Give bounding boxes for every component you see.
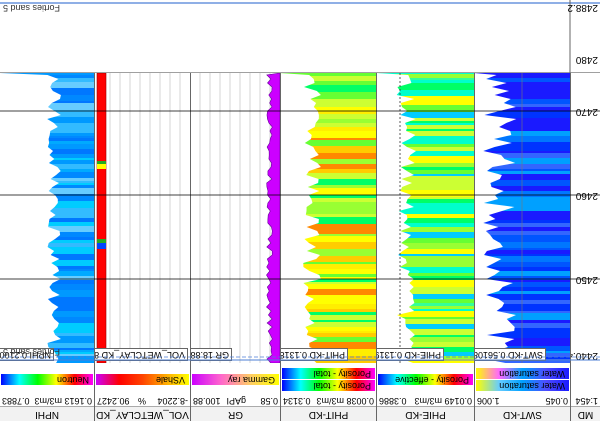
vol-min: -8.2204 <box>157 396 188 406</box>
header-phie[interactable]: PHIE-KD 0.0149 m3/m3 0.3886 Porosity - ef… <box>376 363 474 421</box>
phie-header-label: PHIE-KD <box>377 406 474 421</box>
vol-colorbar: VShale <box>96 374 189 385</box>
vol-header-label: VOL_WETCLAY_KD <box>95 406 190 421</box>
track-header-panel: MD 1:454 SWT-KD 0.045 1.006 Water saturat… <box>0 362 600 421</box>
phit-readout: PHIT-KD 0.1318 <box>280 348 348 361</box>
vol-curve-svg <box>96 73 181 363</box>
log-plot-area: 2440.4 2450 2460 2470 SWT-KD 0.56108 P <box>0 0 600 363</box>
vol-max: 90.2427 <box>97 396 130 406</box>
gr-unit: gAPI <box>226 396 246 406</box>
swt-min: 0.045 <box>545 396 568 406</box>
depth-tick-2460: 2460 <box>575 190 598 201</box>
phie-colorbar: Porosity - effective <box>378 374 473 385</box>
nphi-max: 0.7883 <box>2 396 30 406</box>
depth-tick-2470: 2470 <box>575 106 598 117</box>
phie-curve-svg <box>376 73 474 363</box>
swt-colorbar-2: Water saturation <box>476 368 569 379</box>
depth-tick-2480: 2480 <box>575 54 598 65</box>
swt-curve-svg <box>474 73 570 363</box>
phit-colorbar-1: Porosity - total <box>282 380 375 391</box>
swt-header-label: SWT-KD <box>475 406 570 421</box>
phie-max: 0.3886 <box>379 396 407 406</box>
header-swt[interactable]: SWT-KD 0.045 1.006 Water saturation Water… <box>474 363 570 421</box>
depth-bottom-label: 2488.2 <box>567 2 598 13</box>
footer-gridlines <box>0 0 600 73</box>
swt-track[interactable]: SWT-KD 0.56108 <box>474 73 570 363</box>
header-gr[interactable]: GR 0.58 100.88 gAPI Gamma ray <box>190 363 280 421</box>
depth-top-label: 2440.4 <box>570 350 598 361</box>
vol-readout: VOL_WETCLAY_KD 88.8 <box>94 348 188 361</box>
plot-footer: 2488.2 2480 Forties sand 5 <box>0 0 600 73</box>
header-phit[interactable]: PHIT-KD 0.0038 m3/m3 0.3134 Porosity - to… <box>280 363 376 421</box>
swt-max: 1.006 <box>477 396 500 406</box>
md-header-label: MD <box>571 406 600 421</box>
gr-readout: GR 18.88 <box>190 348 232 361</box>
nphi-track[interactable]: NPHI 0.2100 <box>0 73 94 363</box>
phit-track[interactable]: PHIT-KD 0.1318 <box>280 73 376 363</box>
gr-max: 100.88 <box>193 396 221 406</box>
swt-colorbar-1: Water saturation <box>476 380 569 391</box>
phit-header-label: PHIT-KD <box>281 406 376 421</box>
nphi-min: 0.1613 m3/m3 <box>34 396 92 406</box>
header-vol[interactable]: VOL_WETCLAY_KD -8.2204 90.2427% VShale <box>94 363 190 421</box>
marker-top-label: Forties sand 5 <box>2 347 60 357</box>
phie-min: 0.0149 m3/m3 <box>414 396 472 406</box>
depth-tick-2450: 2450 <box>575 274 598 285</box>
nphi-colorbar: Neutron <box>1 374 93 385</box>
nphi-curve-svg <box>0 73 94 363</box>
phit-max: 0.3134 <box>283 396 311 406</box>
phit-min: 0.0038 m3/m3 <box>316 396 374 406</box>
vol-unit: % <box>137 396 146 406</box>
gr-colorbar: Gamma ray <box>192 374 279 385</box>
phit-colorbar-2: Porosity - total <box>282 368 375 379</box>
marker-bottom-label: Forties sand 5 <box>2 3 60 13</box>
header-md[interactable]: MD 1:454 <box>570 363 600 421</box>
vol-track[interactable]: VOL_WETCLAY_KD 88.8 <box>94 73 190 363</box>
swt-readout: SWT-KD 0.56108 <box>474 348 546 361</box>
phie-track[interactable]: PHIE-KD 0.1319 <box>376 73 474 363</box>
nphi-header-label: NPHI <box>0 406 94 421</box>
header-nphi[interactable]: NPHI 0.1613 m3/m3 0.7883 Neutron <box>0 363 94 421</box>
md-scale: 1:454 <box>575 396 598 406</box>
gr-header-label: GR <box>191 406 280 421</box>
gr-track[interactable]: GR 18.88 <box>190 73 280 363</box>
md-track[interactable]: 2440.4 2450 2460 2470 <box>570 73 600 363</box>
gr-curve-svg <box>199 73 280 363</box>
gr-min: 0.58 <box>260 396 278 406</box>
phie-readout: PHIE-KD 0.1319 <box>376 348 444 361</box>
phit-curve-svg <box>280 73 376 363</box>
